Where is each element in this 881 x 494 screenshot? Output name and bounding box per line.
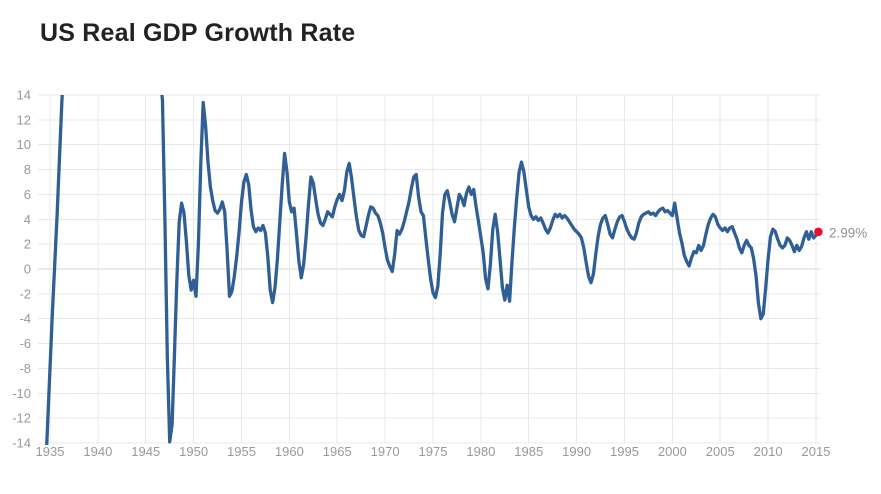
x-axis-tick-label: 1995 — [610, 444, 639, 459]
y-axis-tick-label: 8 — [24, 162, 31, 177]
y-axis-tick-label: -4 — [19, 311, 31, 326]
y-axis-tick-label: 0 — [24, 262, 31, 277]
x-axis-tick-label: 1945 — [131, 444, 160, 459]
y-axis-tick-label: -10 — [12, 386, 31, 401]
y-axis-tick-label: 2 — [24, 237, 31, 252]
x-axis-tick-label: 2000 — [658, 444, 687, 459]
y-axis-tick-label: 4 — [24, 212, 31, 227]
gdp-line-series — [45, 95, 820, 445]
x-axis-tick-label: 2010 — [754, 444, 783, 459]
last-value-label: 2.99% — [829, 225, 868, 241]
x-axis-tick-label: 1980 — [466, 444, 495, 459]
y-axis-tick-label: 10 — [17, 137, 31, 152]
x-axis-tick-label: 1950 — [179, 444, 208, 459]
y-axis-tick-label: 12 — [17, 112, 31, 127]
x-axis-tick-label: 1990 — [562, 444, 591, 459]
x-gridlines: 1935 1940 1945 1950 1955 1960 1965 1970 1975 1980… — [36, 95, 831, 459]
x-axis-tick-label: 1985 — [514, 444, 543, 459]
y-axis-tick-label: -8 — [19, 361, 31, 376]
x-axis-tick-label: 1940 — [83, 444, 112, 459]
x-axis-tick-label: 1935 — [36, 444, 65, 459]
x-axis-tick-label: 1965 — [323, 444, 352, 459]
x-axis-tick-label: 2015 — [802, 444, 831, 459]
y-axis-tick-label: -2 — [19, 286, 31, 301]
y-axis-tick-label: -6 — [19, 336, 31, 351]
y-axis-tick-label: 6 — [24, 187, 31, 202]
x-axis-tick-label: 1955 — [227, 444, 256, 459]
x-axis-tick-label: 1975 — [419, 444, 448, 459]
last-point-marker — [814, 227, 823, 237]
x-axis-tick-label: 2005 — [706, 444, 735, 459]
y-axis-tick-label: 14 — [17, 88, 31, 103]
y-axis-tick-label: -12 — [12, 411, 31, 426]
y-axis-tick-label: -14 — [12, 436, 31, 451]
chart-title: US Real GDP Growth Rate — [40, 19, 356, 47]
y-gridlines: 14 12 10 8 6 4 2 0 -2 -4 -6 -8 -10 -12 -14 — [12, 88, 820, 451]
x-axis-tick-label: 1960 — [275, 444, 304, 459]
x-axis-tick-label: 1970 — [371, 444, 400, 459]
